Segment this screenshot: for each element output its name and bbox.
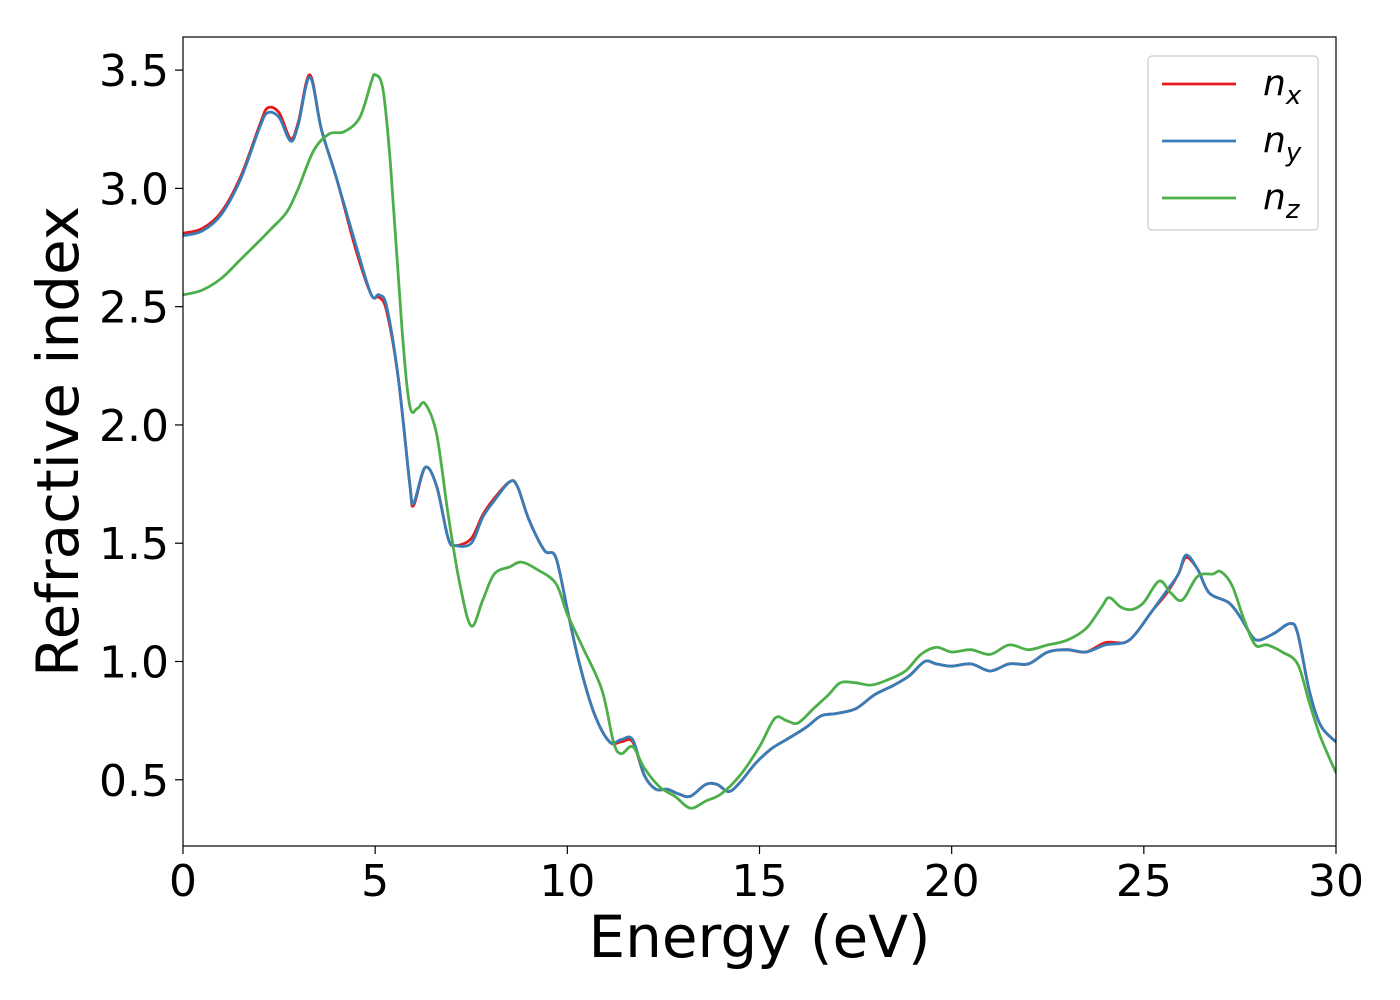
x-tick-label: 15 <box>732 856 788 907</box>
x-tick-label: 0 <box>169 856 197 907</box>
x-tick-label: 25 <box>1116 856 1172 907</box>
legend-label-z: nz <box>1263 177 1301 225</box>
x-axis-ticks: 0 5 10 15 20 25 30 <box>169 846 1364 907</box>
x-tick-label: 20 <box>924 856 980 907</box>
y-tick-label: 3.0 <box>99 164 169 215</box>
legend-label-y: ny <box>1263 120 1302 168</box>
y-tick-label: 2.0 <box>99 401 169 452</box>
y-axis-title: Refractive index <box>24 206 92 677</box>
y-tick-label: 0.5 <box>99 756 169 807</box>
series-line-y <box>183 75 1336 799</box>
y-tick-label: 3.5 <box>99 46 169 97</box>
y-tick-label: 1.0 <box>99 637 169 688</box>
x-axis-title: Energy (eV) <box>588 903 930 971</box>
y-axis-ticks: 0.5 1.0 1.5 2.0 2.5 3.0 3.5 <box>99 46 183 807</box>
series-lines <box>183 73 1336 810</box>
legend-box <box>1147 55 1319 231</box>
legend-label-x: nx <box>1263 63 1302 111</box>
series-line-z <box>183 73 1336 810</box>
x-tick-label: 5 <box>361 856 389 907</box>
y-tick-label: 2.5 <box>99 283 169 334</box>
legend: nx ny nz <box>1147 55 1319 231</box>
y-tick-label: 1.5 <box>99 519 169 570</box>
x-tick-label: 10 <box>539 856 595 907</box>
x-tick-label: 30 <box>1308 856 1364 907</box>
